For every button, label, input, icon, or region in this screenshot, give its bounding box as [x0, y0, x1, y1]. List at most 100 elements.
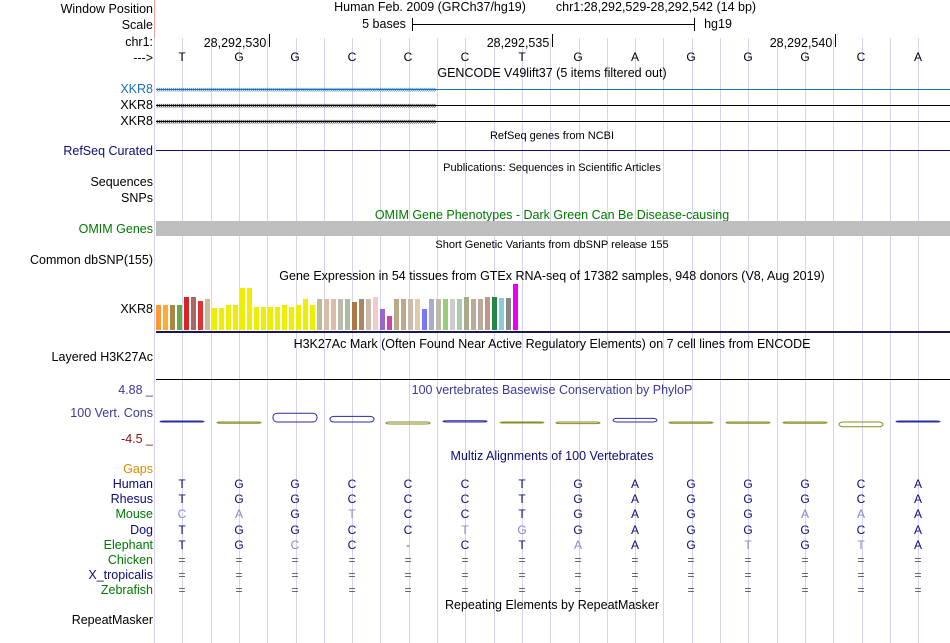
multiz-species-label[interactable]: Chicken	[107, 553, 153, 567]
aligned-base: A	[800, 507, 809, 522]
snps-track-label[interactable]: SNPs	[121, 191, 153, 205]
gencode-item-label[interactable]: XKR8	[120, 114, 153, 128]
gtex-tissue-bar[interactable]	[345, 299, 350, 330]
gtex-tissue-bar[interactable]	[219, 308, 224, 330]
gtex-tissue-bar[interactable]	[443, 299, 448, 330]
refseq-track-label[interactable]: RefSeq Curated	[63, 144, 153, 158]
gridline	[748, 38, 749, 643]
multiz-species-label[interactable]: Human	[112, 477, 153, 491]
gtex-tissue-bar[interactable]	[240, 288, 245, 330]
gtex-tissue-bar[interactable]	[317, 299, 322, 330]
aligned-base: C	[460, 492, 470, 507]
phylop-plot[interactable]	[156, 398, 950, 438]
gtex-tissue-bar[interactable]	[422, 309, 427, 330]
gtex-tissue-bar[interactable]	[506, 298, 511, 330]
gtex-tissue-bar[interactable]	[156, 305, 161, 330]
gtex-tissue-bar[interactable]	[205, 299, 210, 330]
gtex-tissue-bar[interactable]	[282, 305, 287, 330]
gtex-tissue-bar[interactable]	[331, 299, 336, 330]
gtex-tissue-bar[interactable]	[401, 299, 406, 330]
refseq-track-title: RefSeq genes from NCBI	[489, 130, 615, 142]
gtex-tissue-bar[interactable]	[254, 307, 259, 330]
aligned-base: C	[290, 537, 300, 552]
aligned-base: =	[631, 583, 639, 598]
multiz-species-label[interactable]: Dog	[130, 522, 153, 537]
gridline	[409, 38, 410, 643]
gtex-tissue-bar[interactable]	[436, 299, 441, 330]
gtex-tissue-bar[interactable]	[212, 308, 217, 330]
assembly-title: Human Feb. 2009 (GRCh37/hg19)	[334, 0, 526, 14]
gtex-tissue-bar[interactable]	[499, 298, 504, 330]
gtex-tissue-bar[interactable]	[429, 299, 434, 330]
h3k27ac-track-label[interactable]: Layered H3K27Ac	[51, 350, 153, 364]
multiz-species-label[interactable]: Zebrafish	[100, 583, 153, 598]
gtex-tissue-bar[interactable]	[310, 305, 315, 330]
gtex-tissue-bar[interactable]	[387, 316, 392, 330]
gtex-tissue-bar[interactable]	[184, 297, 189, 330]
aligned-base: =	[348, 568, 356, 583]
multiz-species-label[interactable]: Mouse	[115, 507, 153, 522]
reference-base: T	[518, 50, 526, 64]
gtex-tissue-bar[interactable]	[191, 297, 196, 330]
gtex-track-label[interactable]: XKR8	[120, 302, 153, 316]
gtex-tissue-bar[interactable]	[261, 307, 266, 330]
gtex-tissue-bar[interactable]	[233, 305, 238, 330]
gridline	[437, 38, 438, 643]
gtex-tissue-bar[interactable]	[457, 299, 462, 330]
gtex-tissue-bar[interactable]	[408, 299, 413, 330]
gtex-tissue-bar[interactable]	[170, 305, 175, 330]
gencode-item-label[interactable]: XKR8	[120, 98, 153, 112]
multiz-species-label[interactable]: Elephant	[103, 537, 153, 552]
gtex-tissue-bar[interactable]	[296, 305, 301, 330]
gtex-tissue-bar[interactable]	[513, 284, 518, 330]
scale-bar-right-cap	[694, 18, 695, 31]
gtex-tissue-bar[interactable]	[366, 299, 371, 330]
aligned-base: =	[178, 553, 186, 567]
gtex-tissue-bar[interactable]	[338, 299, 343, 330]
gtex-tissue-bar[interactable]	[303, 299, 308, 330]
gtex-tissue-bar[interactable]	[226, 305, 231, 330]
gtex-tissue-bar[interactable]	[415, 299, 420, 330]
gtex-tissue-bar[interactable]	[464, 297, 469, 330]
dbsnp-track-title: Short Genetic Variants from dbSNP releas…	[435, 239, 669, 251]
omim-track-label[interactable]: OMIM Genes	[78, 222, 153, 236]
gridline	[154, 38, 155, 643]
gtex-tissue-bar[interactable]	[359, 299, 364, 330]
gtex-tissue-bar[interactable]	[275, 307, 280, 330]
gtex-tissue-bar[interactable]	[352, 302, 357, 330]
phylop-track-label[interactable]: 100 Vert. Cons	[70, 406, 153, 420]
refseq-gene-line[interactable]	[156, 150, 950, 151]
gtex-tissue-bar[interactable]	[198, 301, 203, 330]
multiz-species-label[interactable]: X_tropicalis	[88, 568, 153, 583]
gtex-tissue-bar[interactable]	[373, 297, 378, 330]
aligned-base: T	[518, 537, 526, 552]
coord-label: 28,292,530	[203, 36, 267, 50]
scale-bar-left-cap	[412, 18, 413, 31]
gtex-tissue-bar[interactable]	[471, 299, 476, 330]
gtex-tissue-bar[interactable]	[492, 297, 497, 330]
gridline	[550, 38, 551, 643]
gtex-tissue-bar[interactable]	[380, 309, 385, 330]
gtex-tissue-bar[interactable]	[394, 299, 399, 330]
gtex-tissue-bar[interactable]	[268, 307, 273, 330]
aligned-base: C	[347, 522, 357, 537]
gtex-tissue-bar[interactable]	[324, 299, 329, 330]
aligned-base: =	[801, 583, 809, 598]
gtex-tissue-bar[interactable]	[177, 305, 182, 330]
gtex-tissue-bar[interactable]	[163, 305, 168, 330]
aligned-base: G	[234, 477, 244, 491]
reference-base: T	[178, 50, 186, 64]
dbsnp-track-label[interactable]: Common dbSNP(155)	[30, 253, 153, 267]
gtex-tissue-bar[interactable]	[478, 299, 483, 330]
sequences-track-label[interactable]: Sequences	[90, 175, 153, 189]
omim-phenotype-bar[interactable]	[156, 221, 950, 236]
repeatmasker-track-label[interactable]: RepeatMasker	[71, 613, 153, 627]
gtex-bar-chart[interactable]	[156, 284, 536, 330]
gencode-item-label[interactable]: XKR8	[120, 82, 153, 96]
gtex-tissue-bar[interactable]	[289, 307, 294, 330]
gtex-tissue-bar[interactable]	[450, 299, 455, 330]
gtex-tissue-bar[interactable]	[485, 297, 490, 330]
gtex-tissue-bar[interactable]	[247, 288, 252, 330]
multiz-species-label[interactable]: Rhesus	[110, 492, 153, 507]
